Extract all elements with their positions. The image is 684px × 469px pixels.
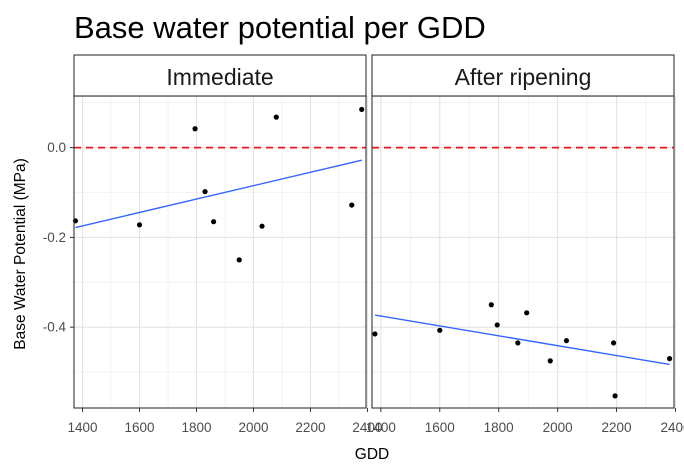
facet-panel-2: After ripening 1400 1600 1800 2000 2200 2400 [366,54,684,435]
x-tick-label: 1400 [366,420,396,435]
panel-background [372,96,674,408]
data-point [236,257,242,263]
x-tick-label: 2400 [660,420,684,435]
data-point [494,322,500,328]
data-point [210,219,217,225]
data-point [563,338,570,344]
x-tick-label: 2000 [543,420,573,435]
data-point [359,106,365,113]
x-tick-label: 2400 [352,420,382,435]
data-point [547,358,553,364]
panels: Immediate 1400 1600 1800 2000 2200 2400 0.0 -0.2… [43,54,684,435]
facet-strip-label: Immediate [166,64,273,90]
x-axis-title: GDD [355,446,389,463]
x-tick-label: 2200 [602,420,632,435]
y-tick-label: -0.4 [43,320,67,335]
chart-title: Base water potential per GDD [74,10,486,45]
data-point [515,340,521,346]
x-tick-label: 2200 [295,420,325,435]
x-tick-label: 2000 [238,420,268,435]
y-tick-label: 0.0 [47,140,66,155]
data-point [612,393,618,399]
data-point [488,302,494,308]
data-point [273,114,279,120]
x-tick-label: 1800 [181,420,211,435]
y-tick-label: -0.2 [43,230,66,245]
data-point [372,331,378,337]
data-point [666,356,673,362]
x-tick-label: 1600 [124,420,154,435]
x-tick-label: 1800 [484,420,514,435]
data-point [259,223,265,229]
x-tick-label: 1600 [425,420,455,435]
fit-line [374,314,670,366]
y-axis-title: Base Water Potential (MPa) [12,158,29,350]
data-point [202,189,208,195]
data-point [349,202,355,208]
data-point [524,310,530,316]
facet-panel-1: Immediate 1400 1600 1800 2000 2200 2400 0.0 -0.2… [43,54,382,435]
x-tick-label: 1400 [68,420,98,435]
facet-strip [73,54,367,97]
fit-line [75,159,362,229]
data-point [611,340,617,346]
data-point [437,327,443,333]
data-point [192,126,198,132]
facet-strip [371,54,675,97]
data-point [136,222,143,228]
panel-background [74,96,366,408]
facet-strip-label: After ripening [455,64,592,90]
